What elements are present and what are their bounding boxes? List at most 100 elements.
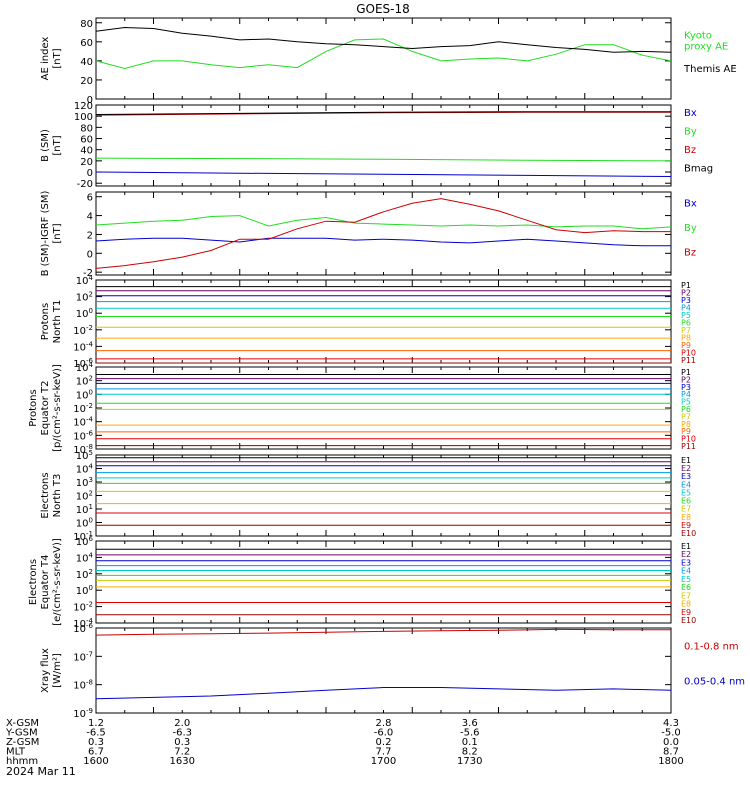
ytick-label: 104 <box>76 551 94 564</box>
footer-value: 1730 <box>457 756 482 767</box>
ytick-label: 10-6 <box>73 429 93 442</box>
ytick-label: 4 <box>87 212 93 223</box>
ytick-label: 103 <box>76 476 93 489</box>
footer-value: 6.7 <box>88 747 104 758</box>
legend-themis-ae: Themis AE <box>683 64 737 75</box>
series-bx <box>95 237 671 247</box>
ytick-label: 60 <box>80 135 93 146</box>
ylabel-line: [nT] <box>52 223 63 243</box>
footer-value: 1630 <box>170 756 195 767</box>
footer-value: 0.2 <box>376 737 392 748</box>
ytick-label: -20 <box>77 179 93 190</box>
legend-p10: P10 <box>681 435 696 444</box>
legend-e3: E3 <box>681 558 691 567</box>
footer-value: 2.8 <box>376 718 392 729</box>
legend-p4: P4 <box>681 390 691 399</box>
legend-p6: P6 <box>681 405 691 414</box>
legend-p7: P7 <box>681 326 691 335</box>
footer-value: 8.7 <box>663 747 679 758</box>
panel-frame <box>95 366 672 450</box>
legend-e2: E2 <box>681 464 691 473</box>
legend-bz: Bz <box>684 247 696 258</box>
ylabel-line: B (SM) <box>40 129 51 162</box>
ytick-label: 10-2 <box>73 402 93 415</box>
ylabel-line: Equator T4 <box>40 555 51 610</box>
legend-e7: E7 <box>681 505 691 514</box>
footer-value: -6.5 <box>86 728 106 739</box>
ytick-label: 106 <box>76 535 94 548</box>
legend-by: By <box>684 223 697 234</box>
legend-by: By <box>684 126 697 137</box>
ytick-label: 102 <box>76 568 93 581</box>
ylabel-line: North T3 <box>52 474 63 518</box>
ytick-label: 0 <box>87 168 93 179</box>
ylabel-line: [nT] <box>52 48 63 68</box>
ytick-label: 105 <box>76 449 93 462</box>
ytick-label: 10-6 <box>73 622 93 635</box>
panel-frame <box>95 17 672 100</box>
legend-e8: E8 <box>681 513 691 522</box>
legend-e4: E4 <box>681 567 691 576</box>
ytick-label: 6 <box>87 193 93 204</box>
ytick-label: 10-2 <box>73 601 93 614</box>
legend-p7: P7 <box>681 412 691 421</box>
legend-e4: E4 <box>681 480 691 489</box>
footer-value: 7.2 <box>174 747 190 758</box>
ytick-label: 10-8 <box>73 679 93 692</box>
legend-e10: E10 <box>681 529 696 538</box>
footer-value: -5.6 <box>460 728 480 739</box>
legend-kyoto-proxy-ae: proxy AE <box>684 41 728 52</box>
ytick-label: 100 <box>76 388 93 401</box>
ytick-label: 10-2 <box>73 324 93 337</box>
ytick-label: 100 <box>74 112 93 123</box>
ytick-label: 10-9 <box>73 707 93 720</box>
footer-label-mlt: MLT <box>6 747 26 758</box>
ylabel-line: [e/(cm²-s-sr-keV)] <box>52 538 63 626</box>
legend-bx: Bx <box>684 108 697 119</box>
legend-p3: P3 <box>681 383 691 392</box>
legend-p11: P11 <box>681 356 696 365</box>
footer-value: 0.3 <box>88 737 104 748</box>
footer-label-z-gsm: Z-GSM <box>6 737 39 748</box>
ytick-label: 10-4 <box>73 340 93 353</box>
date-label: 2024 Mar 11 <box>6 765 76 778</box>
ylabel-line: North T1 <box>52 300 63 344</box>
ytick-label: 100 <box>76 307 93 320</box>
legend-e1: E1 <box>681 456 691 465</box>
panel-frame <box>95 454 672 537</box>
ytick-label: 10-1 <box>73 530 93 543</box>
chart-title: GOES-18 <box>356 2 410 16</box>
footer-value: -5.0 <box>661 728 681 739</box>
ytick-label: 120 <box>74 101 93 112</box>
legend-e6: E6 <box>681 583 691 592</box>
legend-bmag: Bmag <box>684 163 713 174</box>
footer-value: 8.2 <box>462 747 478 758</box>
legend-0-05-0-4-nm: 0.05-0.4 nm <box>684 677 745 688</box>
legend-e10: E10 <box>681 616 696 625</box>
ytick-label: 10-4 <box>73 617 93 630</box>
ytick-label: 104 <box>76 274 94 287</box>
ylabel-line: Electrons <box>40 472 51 518</box>
ytick-label: 20 <box>80 157 93 168</box>
footer-value: -6.3 <box>172 728 192 739</box>
panel-xray: 10-6 10-7 10-8 10-9 Xray flux [W/m²] 0.1-0.8 n… <box>40 622 745 720</box>
ytick-label: 10-6 <box>73 357 93 370</box>
legend-p9: P9 <box>681 341 691 350</box>
ytick-label: 20 <box>80 76 93 87</box>
ylabel-line: Equator T2 <box>40 381 51 436</box>
ylabel-line: Xray flux <box>40 648 51 693</box>
ytick-label: 60 <box>80 38 93 49</box>
ylabel-line: [W/m²] <box>52 653 63 688</box>
ytick-label: 40 <box>80 146 93 157</box>
footer-value: 2.0 <box>174 718 190 729</box>
series-bmag <box>95 111 671 115</box>
ylabel-line: B (SM)-IGRF (SM) <box>40 191 51 277</box>
legend-e3: E3 <box>681 472 691 481</box>
ytick-label: 102 <box>76 291 93 304</box>
footer-value: 0.3 <box>174 737 190 748</box>
legend-p2: P2 <box>681 289 691 298</box>
ylabel-line: AE index <box>40 37 51 81</box>
